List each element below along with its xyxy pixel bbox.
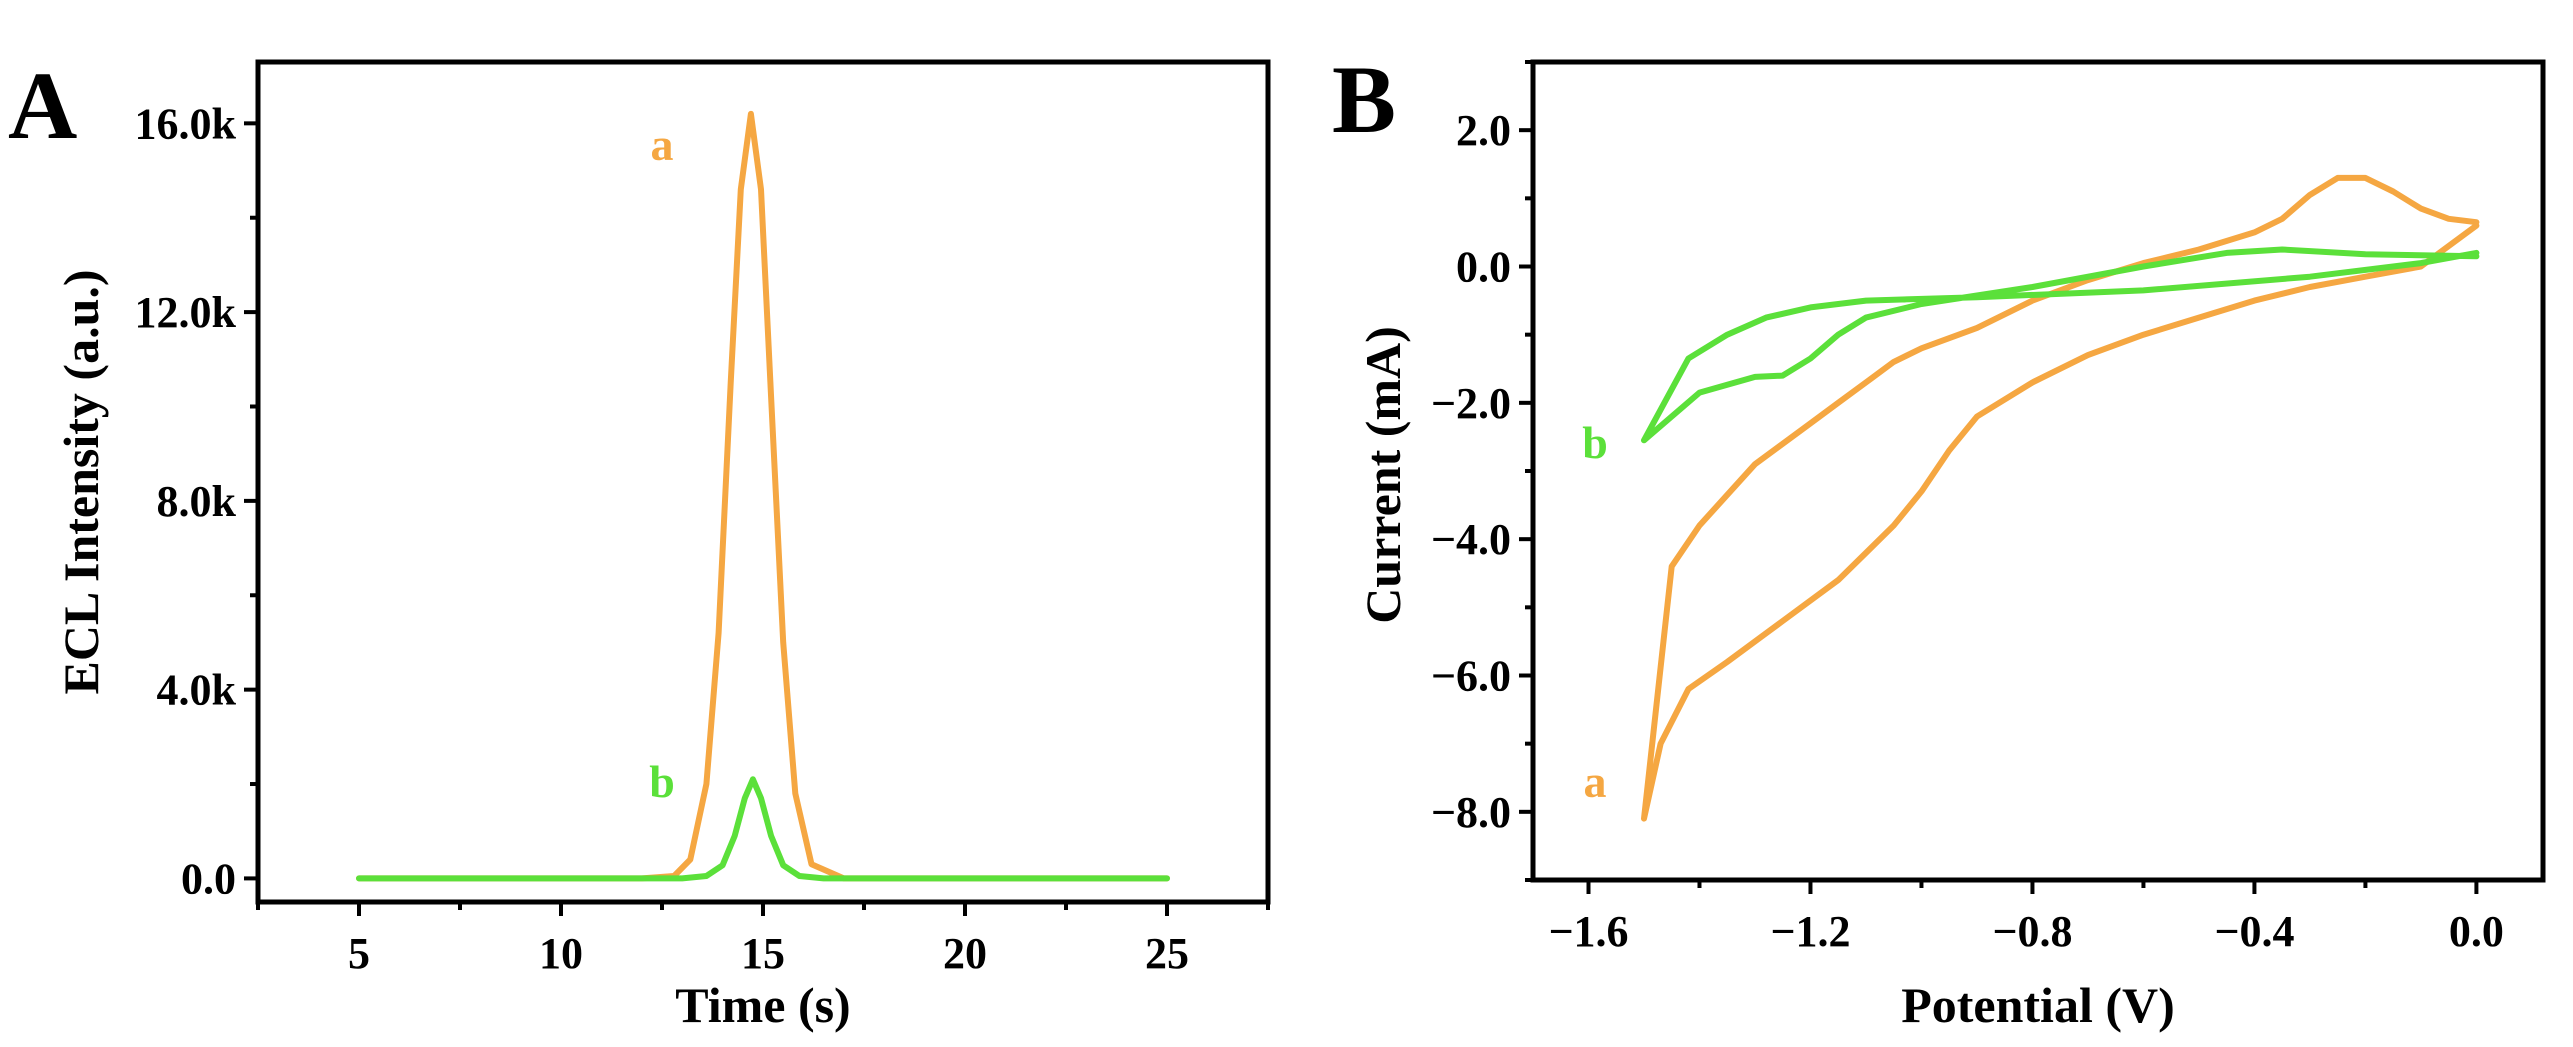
panel-b-x-ticks [1586, 880, 2479, 894]
panel-a-x-tick-label: 25 [1145, 929, 1189, 978]
panel-b: B −1.6 −1.2 −0.8 −0.4 0.0 2.0 0.0 −2.0 −… [1332, 46, 2546, 1033]
panel-b-y-tick-labels: 2.0 0.0 −2.0 −4.0 −6.0 −8.0 [1431, 106, 1511, 837]
panel-a-x-ticks [256, 902, 1270, 916]
panel-b-x-tick-labels: −1.6 −1.2 −0.8 −0.4 0.0 [1548, 907, 2503, 956]
panel-b-x-tick-label: 0.0 [2449, 907, 2504, 956]
panel-b-x-tick-label: −0.8 [1992, 907, 2072, 956]
panel-a: A 5 10 15 20 25 0.0 4.0k 8.0k 12.0k 16.0… [8, 52, 1271, 1033]
panel-b-x-axis-label: Potential (V) [1901, 977, 2175, 1033]
panel-b-y-tick-label: −4.0 [1431, 515, 1511, 564]
panel-a-curve-label-a: a [651, 119, 674, 170]
panel-b-y-tick-label: 2.0 [1456, 106, 1511, 155]
panel-b-series-b [1641, 246, 2480, 444]
panel-a-y-tick-label: 0.0 [181, 854, 236, 903]
panel-b-y-tick-label: −2.0 [1431, 379, 1511, 428]
panel-a-y-axis-label: ECL Intensity (a.u.) [53, 269, 109, 694]
panel-b-frame [1530, 59, 2546, 883]
panel-b-y-tick-label: −8.0 [1431, 788, 1511, 837]
panel-a-x-tick-label: 10 [539, 929, 583, 978]
panel-b-series-group [1641, 174, 2480, 822]
panel-a-y-tick-label: 4.0k [157, 666, 237, 715]
panel-b-y-tick-label: 0.0 [1456, 243, 1511, 292]
panel-a-x-tick-label: 15 [741, 929, 785, 978]
panel-b-label: B [1332, 46, 1396, 153]
panel-a-y-tick-label: 8.0k [157, 477, 237, 526]
panel-a-plot-area [244, 59, 1271, 916]
panel-b-y-tick-label: −6.0 [1431, 652, 1511, 701]
panel-b-x-tick-label: −1.2 [1770, 907, 1850, 956]
panel-b-curve-label-a: a [1584, 756, 1607, 807]
panel-a-y-tick-label: 16.0k [135, 99, 237, 148]
panel-b-y-axis-label: Current (mA) [1355, 326, 1411, 624]
panel-a-x-tick-label: 20 [943, 929, 987, 978]
panel-a-y-tick-label: 12.0k [135, 288, 237, 337]
panel-a-curve-label-b: b [649, 756, 675, 807]
panel-a-series-b [356, 776, 1170, 882]
panel-b-y-ticks [1519, 60, 1533, 882]
panel-a-y-tick-labels: 0.0 4.0k 8.0k 12.0k 16.0k [135, 99, 237, 903]
panel-a-series-group [356, 110, 1170, 882]
panel-a-y-ticks [244, 121, 258, 881]
panel-a-x-tick-label: 5 [348, 929, 370, 978]
panel-a-x-axis-label: Time (s) [675, 977, 850, 1033]
panel-b-plot-area [1519, 59, 2546, 894]
panel-b-x-tick-label: −1.6 [1548, 907, 1628, 956]
panel-a-label: A [8, 52, 77, 159]
panel-b-x-tick-label: −0.4 [2214, 907, 2294, 956]
panel-a-x-tick-labels: 5 10 15 20 25 [348, 929, 1189, 978]
panel-a-series-a [356, 110, 1170, 882]
panel-b-series-a [1641, 174, 2480, 822]
panel-b-curve-label-b: b [1582, 417, 1608, 468]
